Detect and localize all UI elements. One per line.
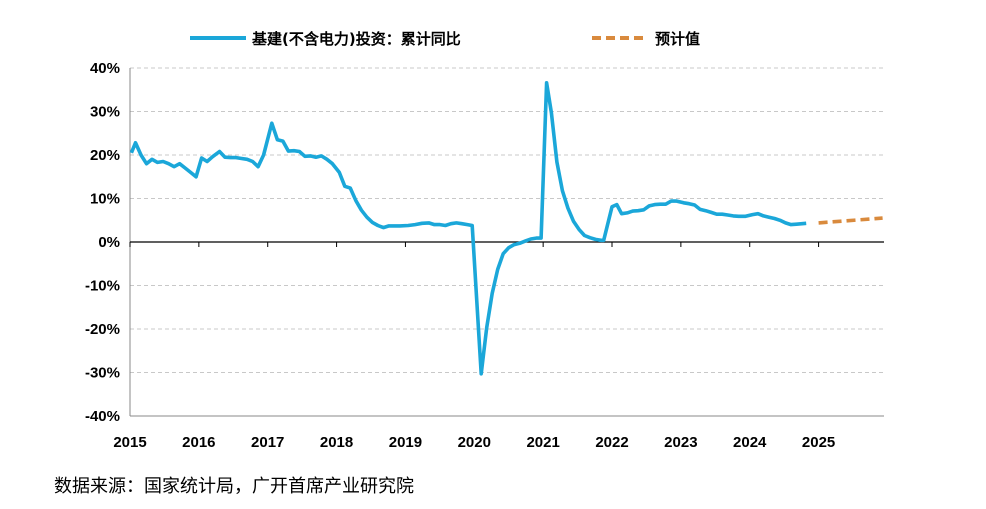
x-tick-label: 2018: [320, 434, 353, 451]
y-tick-label: 30%: [90, 104, 120, 121]
legend-label-forecast: 预计值: [655, 30, 700, 48]
x-tick-label: 2024: [733, 434, 767, 451]
y-gridlines: [130, 67, 884, 373]
x-tick-label: 2016: [182, 434, 215, 451]
y-tick-label: 40%: [90, 60, 120, 77]
series-lines: [129, 81, 883, 376]
x-tick-label: 2017: [251, 434, 284, 451]
x-tick-label: 2023: [664, 434, 697, 451]
x-tick-label: 2022: [595, 434, 628, 451]
x-tick-label: 2019: [389, 434, 422, 451]
x-tick-label: 2021: [526, 434, 559, 451]
x-tick-label: 2020: [458, 434, 491, 451]
legend-label-infrastructure: 基建(不含电力)投资：累计同比: [251, 30, 461, 48]
y-tick-label: -20%: [85, 321, 120, 338]
x-tick-label: 2015: [113, 434, 146, 451]
y-tick-label: -40%: [85, 408, 120, 425]
y-tick-label: -10%: [85, 278, 120, 295]
x-axis-tick-labels: 2015 2016 2017 2018 2019 2020 2021 2022 2023 2024…: [113, 434, 835, 451]
y-tick-label: 20%: [90, 147, 120, 164]
x-tick-label: 2025: [802, 434, 835, 451]
chart-legend: 基建(不含电力)投资：累计同比 预计值: [190, 30, 700, 48]
source-note: 数据来源：国家统计局，广开首席产业研究院: [54, 476, 414, 497]
y-tick-label: 0%: [98, 234, 120, 251]
y-tick-label: 10%: [90, 191, 120, 208]
y-axis-tick-labels: 40% 30% 20% 10% 0% -10% -20% -30% -40%: [85, 60, 120, 425]
chart-axes: [129, 68, 884, 417]
series-line-infrastructure: [129, 81, 807, 376]
series-line-forecast: [818, 216, 883, 225]
y-tick-label: -30%: [85, 365, 120, 382]
